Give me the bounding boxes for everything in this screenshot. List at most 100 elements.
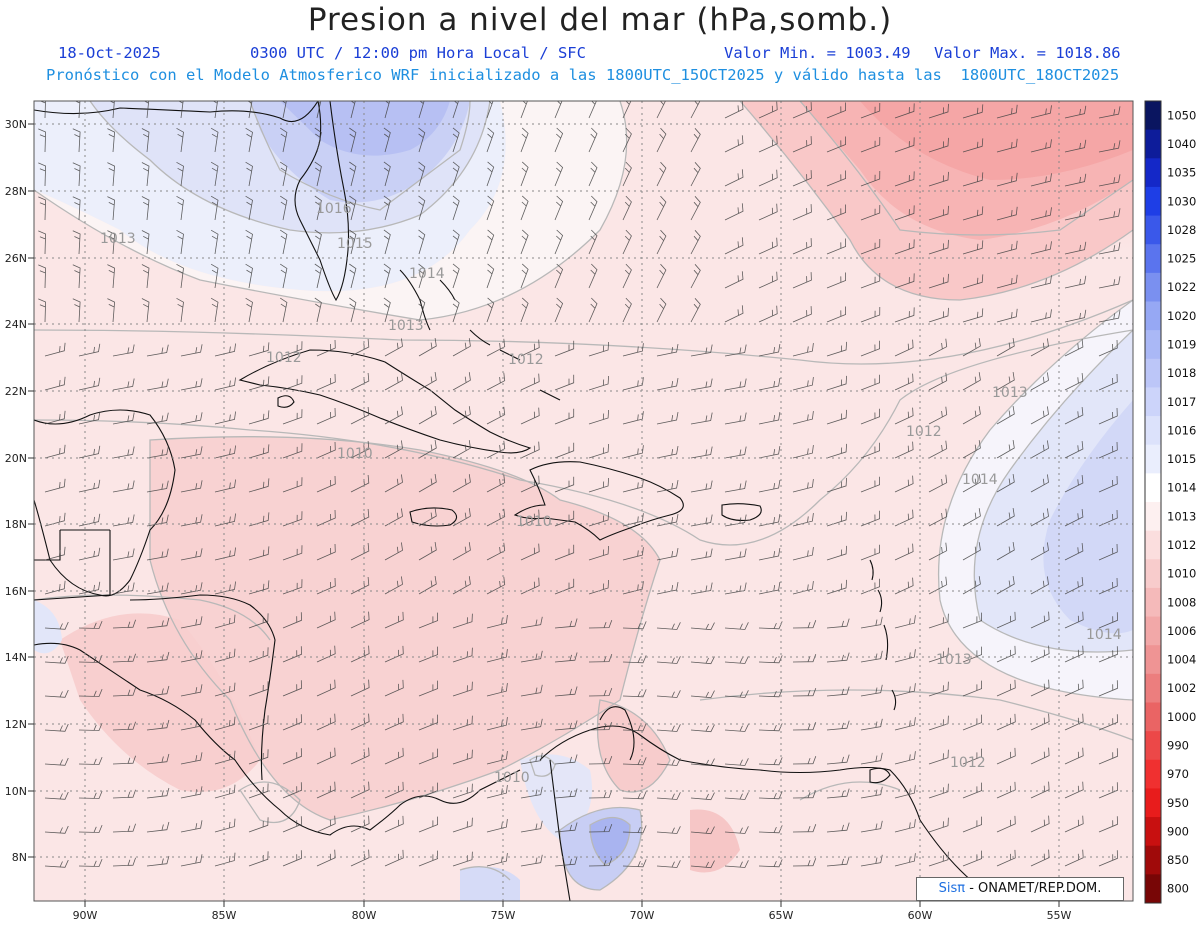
wind-barb (928, 171, 949, 187)
wind-barb (724, 169, 744, 187)
wind-barb (758, 548, 781, 561)
wind-barb (282, 409, 303, 425)
wind-barb (418, 406, 437, 425)
wind-barb (1098, 208, 1121, 221)
lon-label: 75W (491, 909, 516, 922)
wind-barb (180, 480, 203, 493)
wind-barb (486, 101, 494, 119)
wind-barb (690, 101, 701, 119)
wind-barb (962, 274, 984, 289)
colorbar-swatch (1145, 215, 1161, 245)
wind-barb (554, 195, 564, 221)
wind-barb (826, 720, 850, 731)
wind-barb (622, 757, 647, 766)
wind-barb (1030, 241, 1052, 255)
wind-barb (316, 101, 322, 119)
wind-barb (452, 817, 473, 833)
colorbar: 1050 1040 1035 1030 1028 1025 1022 1020 1019 1018… (1145, 101, 1196, 904)
wind-barb (452, 851, 473, 867)
colorbar-swatch (1145, 444, 1161, 474)
wind-barb (107, 128, 116, 153)
wind-barb (349, 297, 357, 323)
wind-barb (928, 273, 949, 289)
wind-barb (384, 713, 404, 731)
colorbar-swatch (1145, 473, 1161, 503)
wind-barb (894, 339, 914, 357)
wind-barb (78, 790, 103, 799)
wind-barb (894, 509, 914, 527)
wind-barb (758, 135, 778, 153)
wind-barb (107, 264, 116, 289)
wind-barb (210, 127, 219, 153)
colorbar-label: 1020 (1167, 309, 1196, 323)
wind-barb (452, 338, 471, 357)
wind-barb (112, 378, 135, 391)
wind-barb (554, 101, 563, 119)
wind-barb (588, 857, 613, 867)
wind-barb (656, 514, 679, 527)
wind-barb (316, 747, 336, 765)
wind-barb (279, 263, 288, 289)
wind-barb (452, 127, 460, 153)
wind-barb (180, 412, 203, 425)
wind-barb (248, 444, 270, 459)
wind-barb (44, 825, 69, 834)
wind-barb (588, 161, 598, 187)
colorbar-label: 950 (1167, 796, 1189, 810)
wind-barb (622, 161, 632, 187)
colorbar-swatch (1145, 731, 1161, 761)
wind-barb (1064, 815, 1084, 833)
colorbar-label: 1010 (1167, 567, 1196, 581)
wind-barb (860, 476, 880, 493)
wind-barb (1030, 474, 1049, 493)
wind-barb (588, 195, 598, 221)
wind-barb (690, 690, 715, 699)
wind-barb (690, 792, 715, 801)
wind-barb (210, 195, 219, 221)
isobar-label: 1012 (950, 755, 986, 771)
wind-barb (452, 647, 473, 663)
wind-barb (928, 817, 949, 833)
wind-barb (690, 264, 701, 289)
wind-barb (656, 548, 679, 561)
wind-barb (996, 679, 1016, 697)
wind-barb (1098, 242, 1121, 255)
wind-barb (690, 378, 713, 391)
wind-barb (112, 480, 135, 493)
colorbar-swatch (1145, 129, 1161, 159)
colorbar-label: 990 (1167, 738, 1189, 752)
lon-label: 85W (212, 909, 237, 922)
wind-barb (826, 788, 850, 799)
colorbar-swatch (1145, 158, 1161, 188)
wind-barb (724, 758, 749, 766)
wind-barb (282, 748, 302, 765)
wind-barb (350, 645, 370, 663)
wind-barb (452, 372, 471, 391)
wind-barb (826, 341, 847, 357)
wind-barb (622, 127, 632, 153)
wind-barb (44, 859, 69, 868)
wind-barb (282, 714, 302, 731)
wind-barb (214, 614, 236, 629)
wind-barb (962, 308, 984, 323)
wind-barb (724, 344, 747, 357)
wind-barb (656, 297, 667, 323)
wind-barb (107, 298, 116, 323)
wind-barb (486, 161, 495, 187)
wind-barb (146, 480, 169, 493)
map-title: Presion a nivel del mar (hPa,somb.) (307, 2, 893, 38)
wind-barb (452, 613, 473, 629)
wind-barb (1098, 373, 1118, 391)
wind-barb (279, 127, 288, 153)
colorbar-label: 1022 (1167, 280, 1196, 294)
wind-barb (758, 169, 778, 187)
wind-barb (520, 684, 543, 697)
wind-barb (1064, 611, 1084, 629)
wind-barb (1064, 309, 1087, 323)
wind-barb (758, 412, 781, 425)
wind-barb (622, 377, 644, 391)
wind-barb (554, 408, 575, 425)
wind-barb (214, 682, 236, 697)
wind-barb (112, 721, 136, 731)
wind-barb (996, 474, 1015, 493)
